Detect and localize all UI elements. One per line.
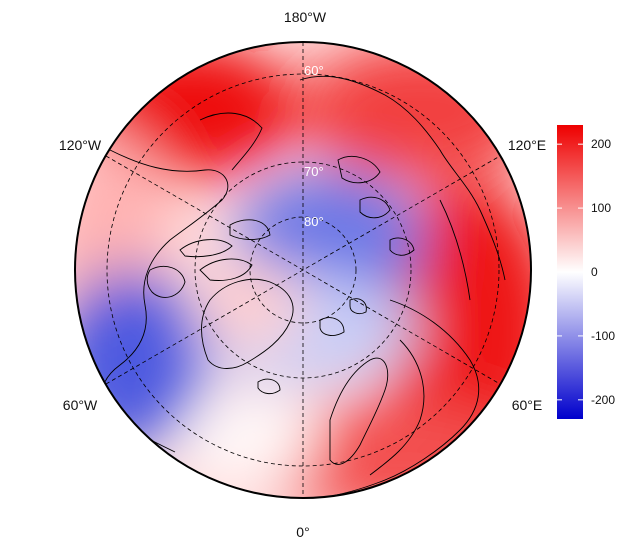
colorbar-tick-label: 100 <box>591 201 611 215</box>
lon-label-top: 180°W <box>284 9 327 25</box>
lon-label-upper-left: 120°W <box>59 137 102 153</box>
colorbar-tick-label: 0 <box>591 265 598 279</box>
lon-label-upper-right: 120°E <box>508 137 546 153</box>
graticule <box>105 42 501 498</box>
lat-label-60: 60° <box>304 63 324 78</box>
colorbar-tick-label: -100 <box>591 329 615 343</box>
anomaly-field <box>75 42 531 498</box>
colorbar-tick-label: 200 <box>591 137 611 151</box>
lon-label-bottom: 0° <box>296 524 309 540</box>
lat-label-80: 80° <box>304 214 324 229</box>
colorbar-ticks: 200 100 0 -100 -200 <box>557 137 615 407</box>
lat-label-70: 70° <box>304 164 324 179</box>
colorbar-tick-label: -200 <box>591 393 615 407</box>
lon-label-lower-right: 60°E <box>512 397 543 413</box>
lon-label-lower-left: 60°W <box>63 397 98 413</box>
colorbar: 200 100 0 -100 -200 <box>557 125 615 419</box>
globe-outline <box>74 41 532 499</box>
